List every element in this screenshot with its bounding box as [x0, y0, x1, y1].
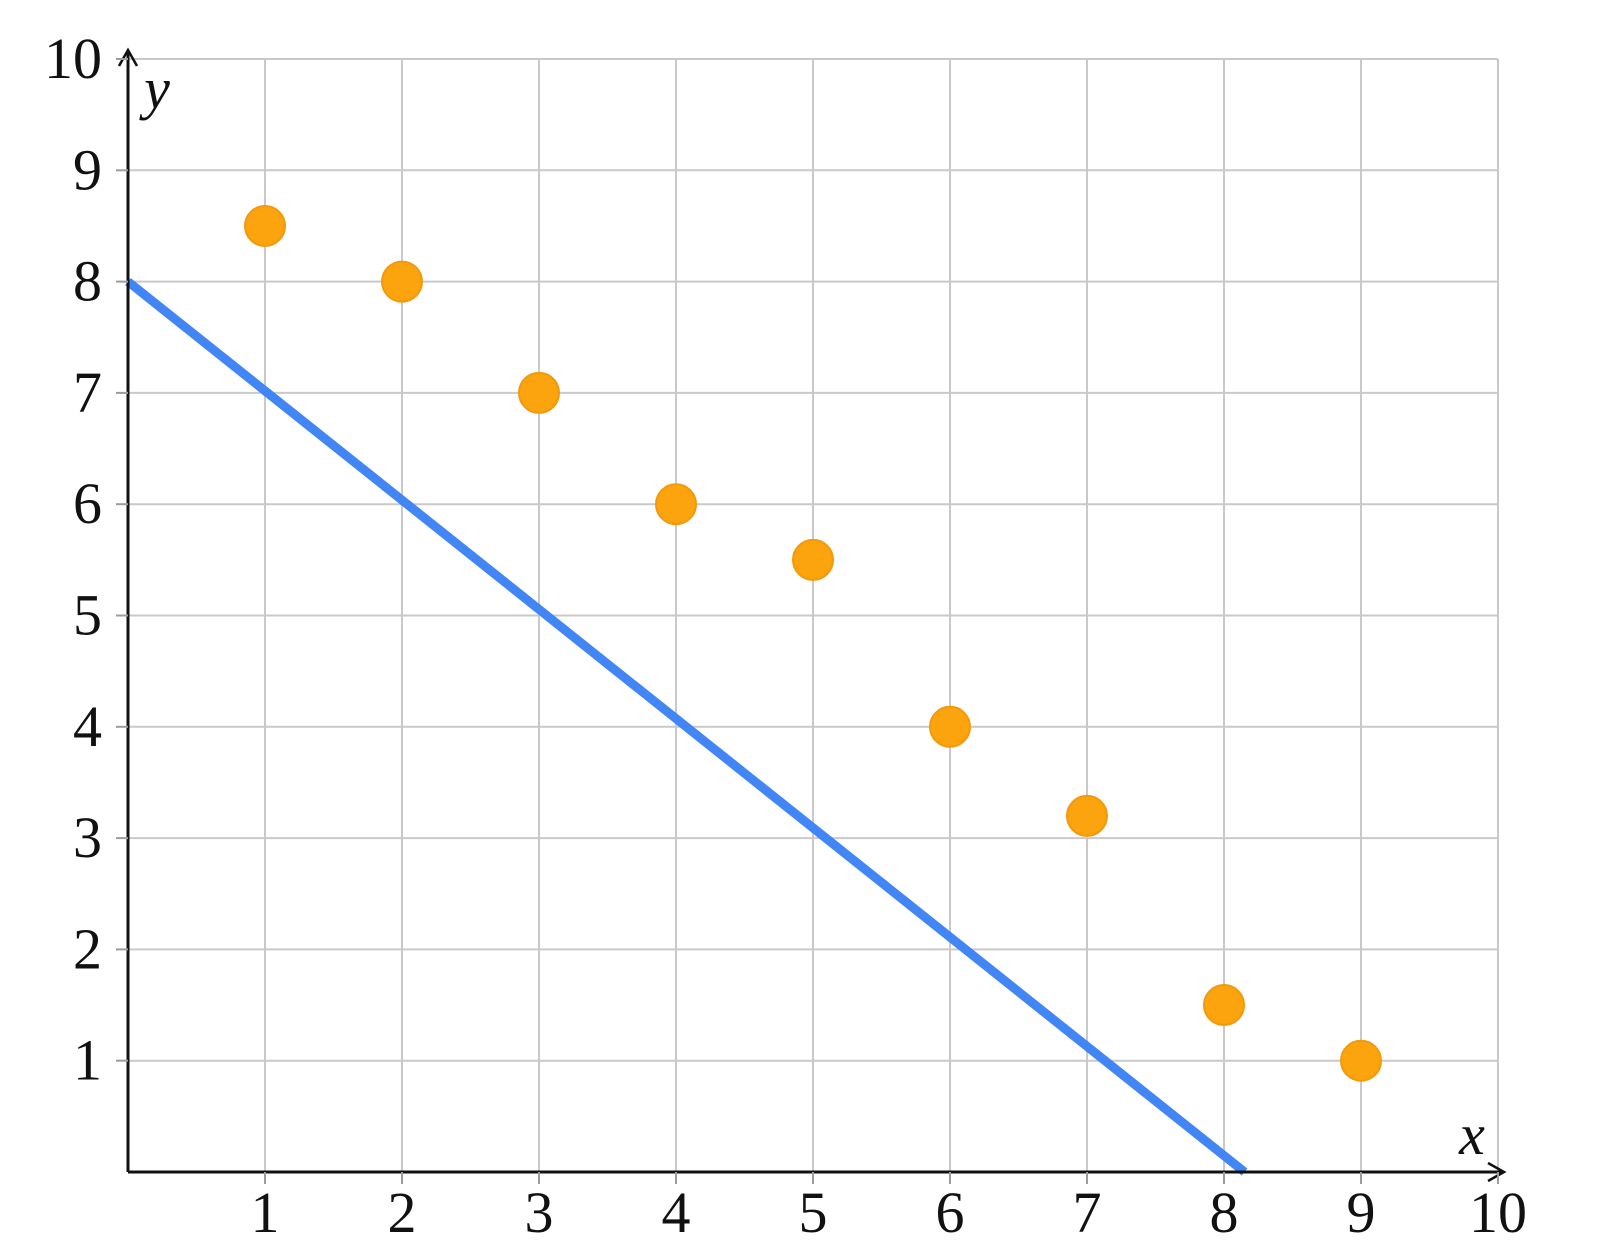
y-tick-label: 10	[44, 26, 102, 91]
y-tick-label: 4	[73, 694, 102, 759]
y-tick-label: 5	[73, 583, 102, 648]
data-points-layer	[244, 204, 1382, 1082]
x-tick-label: 1	[251, 1180, 280, 1245]
tick-marks-layer	[116, 58, 1499, 1184]
tick-labels-layer: 1 2 3 4 5 6 7 8 9 10 1 2 3 4 5 6 7 8 9 10	[44, 26, 1527, 1245]
grid-layer	[128, 58, 1499, 1172]
data-point	[929, 705, 971, 748]
trend-line-layer	[125, 278, 1248, 1176]
y-axis-label: y	[139, 56, 170, 121]
data-point	[1203, 984, 1245, 1027]
data-point	[1066, 794, 1108, 837]
y-tick-label: 2	[73, 916, 102, 981]
x-tick-label: 7	[1073, 1180, 1102, 1245]
x-tick-label: 5	[799, 1180, 828, 1245]
y-tick-label: 9	[73, 137, 102, 202]
x-tick-label: 4	[662, 1180, 691, 1245]
x-tick-label: 10	[1469, 1180, 1527, 1245]
x-tick-label: 9	[1347, 1180, 1376, 1245]
data-point	[792, 538, 834, 581]
trend-line	[125, 278, 1248, 1176]
data-point	[244, 204, 286, 247]
x-axis-label: x	[1458, 1102, 1485, 1167]
data-point	[381, 260, 423, 303]
y-axis-arrow-icon	[117, 47, 139, 67]
data-point	[518, 371, 560, 414]
x-tick-label: 6	[936, 1180, 965, 1245]
y-tick-label: 6	[73, 471, 102, 536]
data-point	[1340, 1039, 1382, 1082]
y-tick-label: 8	[73, 249, 102, 314]
x-tick-label: 3	[525, 1180, 554, 1245]
x-axis-arrow-icon	[1487, 1161, 1507, 1183]
x-tick-label: 2	[388, 1180, 417, 1245]
axes-layer	[117, 47, 1507, 1183]
y-tick-label: 3	[73, 805, 102, 870]
x-tick-label: 8	[1210, 1180, 1239, 1245]
data-point	[655, 483, 697, 526]
y-tick-label: 7	[73, 360, 102, 425]
y-tick-label: 1	[73, 1028, 102, 1093]
